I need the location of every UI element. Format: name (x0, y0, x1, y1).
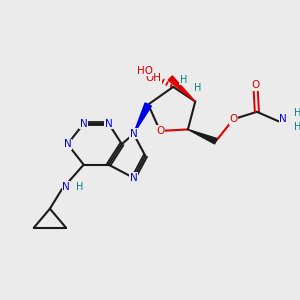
Text: N: N (62, 182, 70, 192)
Polygon shape (168, 76, 195, 102)
Text: O: O (251, 80, 260, 90)
Text: N: N (64, 139, 71, 149)
Text: N: N (64, 139, 71, 149)
Text: O: O (156, 126, 164, 136)
Text: HO: HO (137, 66, 153, 76)
Text: H: H (294, 122, 300, 131)
Text: N: N (279, 114, 287, 124)
Text: OH: OH (146, 73, 161, 83)
Text: N: N (130, 129, 137, 139)
Text: H: H (294, 108, 300, 118)
Text: N: N (130, 173, 137, 183)
Text: H: H (180, 74, 187, 85)
Text: N: N (105, 118, 112, 129)
Text: H: H (76, 182, 83, 192)
Polygon shape (188, 129, 217, 144)
Text: O: O (229, 114, 238, 124)
Polygon shape (134, 103, 152, 134)
Text: H: H (194, 83, 202, 93)
Text: N: N (80, 118, 88, 129)
